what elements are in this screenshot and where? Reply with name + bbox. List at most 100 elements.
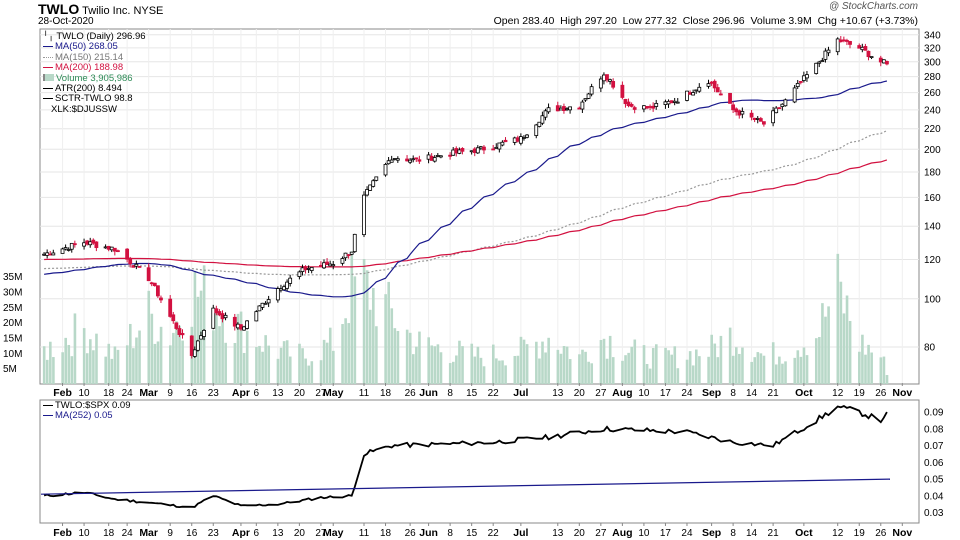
candle-body <box>482 146 486 151</box>
volume-bar <box>470 343 474 384</box>
volume-tick-label: 35M <box>3 272 22 283</box>
candle-body <box>857 45 862 49</box>
date-tick-label: 14 <box>746 528 758 539</box>
ratio-axis: 0.03 0.04 0.05 0.06 0.07 0.08 0.09 <box>924 408 944 520</box>
volume-bar <box>814 338 818 384</box>
date-tick-label: 10 <box>638 528 650 539</box>
candle-body <box>866 50 871 58</box>
candle-body <box>626 101 631 107</box>
candle-body <box>438 155 443 158</box>
candle-body <box>383 163 388 176</box>
candle-body <box>460 148 465 152</box>
candle-body <box>543 110 548 118</box>
date-tick-label: 18 <box>103 528 115 539</box>
candle-body <box>260 302 265 308</box>
volume-bar <box>685 359 689 384</box>
volume-bar <box>92 350 95 384</box>
volume-bar <box>848 320 852 384</box>
volume-tick-label: 15M <box>3 334 22 345</box>
ratio-tick-label: 0.04 <box>924 491 944 502</box>
date-tick-label: Aug <box>612 527 632 539</box>
volume-bar <box>864 354 867 384</box>
volume-bar <box>870 352 873 384</box>
date-tick-label: 20 <box>294 388 306 399</box>
volume-bar <box>796 350 800 384</box>
candle-body <box>728 92 732 104</box>
candle-body <box>522 137 526 139</box>
candle-body <box>580 101 585 110</box>
date-tick-label: Jul <box>513 387 528 399</box>
volume-bar <box>651 348 655 384</box>
candle-body <box>254 311 259 322</box>
volume-bar <box>544 352 547 384</box>
volume-bar <box>501 360 504 384</box>
date-tick-label: 19 <box>854 388 866 399</box>
volume-bar <box>132 348 135 384</box>
volume-bar <box>218 326 221 384</box>
candle-body <box>331 264 336 267</box>
date-tick-label: 27 <box>595 388 607 399</box>
candle-body <box>629 103 634 107</box>
candle-body <box>503 139 508 143</box>
ratio-tick-label: 0.05 <box>924 475 944 486</box>
volume-bar <box>716 357 720 384</box>
date-tick-label: 10 <box>79 528 91 539</box>
volume-bar <box>842 313 846 384</box>
price-tick-label: 200 <box>924 145 941 156</box>
volume-bar <box>778 356 781 384</box>
date-tick-label: 15 <box>466 388 478 399</box>
candle-body <box>116 250 120 253</box>
volume-bar <box>556 349 560 384</box>
volume-bar <box>451 361 455 384</box>
candle-body <box>288 277 293 284</box>
volume-bar <box>52 357 55 384</box>
volume-bar <box>691 365 695 384</box>
candle-body <box>685 90 689 101</box>
volume-bar <box>799 356 803 384</box>
candle-body <box>257 305 262 312</box>
candle-body <box>583 98 588 101</box>
volume-bar <box>728 327 732 384</box>
candle-body <box>171 314 176 322</box>
volume-bar <box>845 295 849 384</box>
date-tick-label: 27 <box>595 528 607 539</box>
volume-bar <box>430 345 434 384</box>
date-tick-label: 24 <box>681 388 693 399</box>
volume-bar <box>479 357 483 384</box>
candle-body <box>174 322 179 329</box>
volume-bar <box>535 341 538 384</box>
candle-body <box>63 247 68 250</box>
candle-body <box>152 282 157 287</box>
volume-bars <box>42 251 889 384</box>
volume-bar <box>67 344 71 384</box>
volume-bar <box>116 349 120 384</box>
volume-bar <box>568 359 572 384</box>
volume-bar <box>562 346 566 384</box>
candle-body <box>159 297 163 301</box>
volume-bar <box>587 361 590 384</box>
volume-bar <box>439 352 443 384</box>
volume-bar <box>113 346 117 384</box>
price-chart: 80 100 120 140 160 180 200 220 240 260 280 300 320 34… <box>3 28 941 399</box>
price-axis: 80 100 120 140 160 180 200 220 240 260 280 300 320 34… <box>924 30 941 353</box>
volume-bar <box>455 355 458 384</box>
volume-bar <box>633 339 637 384</box>
volume-bar <box>362 259 366 384</box>
candle-body <box>761 121 766 125</box>
volume-bar <box>307 365 311 384</box>
date-tick-label: 11 <box>359 528 370 539</box>
volume-bar <box>193 271 197 384</box>
volume-bar <box>713 343 717 384</box>
candle-body <box>346 254 351 257</box>
volume-bar <box>599 340 603 384</box>
ratio-tick-label: 0.08 <box>924 424 944 435</box>
candle-body <box>155 285 160 297</box>
volume-bar <box>390 308 394 384</box>
date-tick-label: 22 <box>488 528 500 539</box>
candle-body <box>134 263 139 267</box>
volume-bar <box>793 357 797 384</box>
volume-bar <box>70 356 74 384</box>
candle-body <box>598 78 603 89</box>
candle-body <box>749 112 754 118</box>
